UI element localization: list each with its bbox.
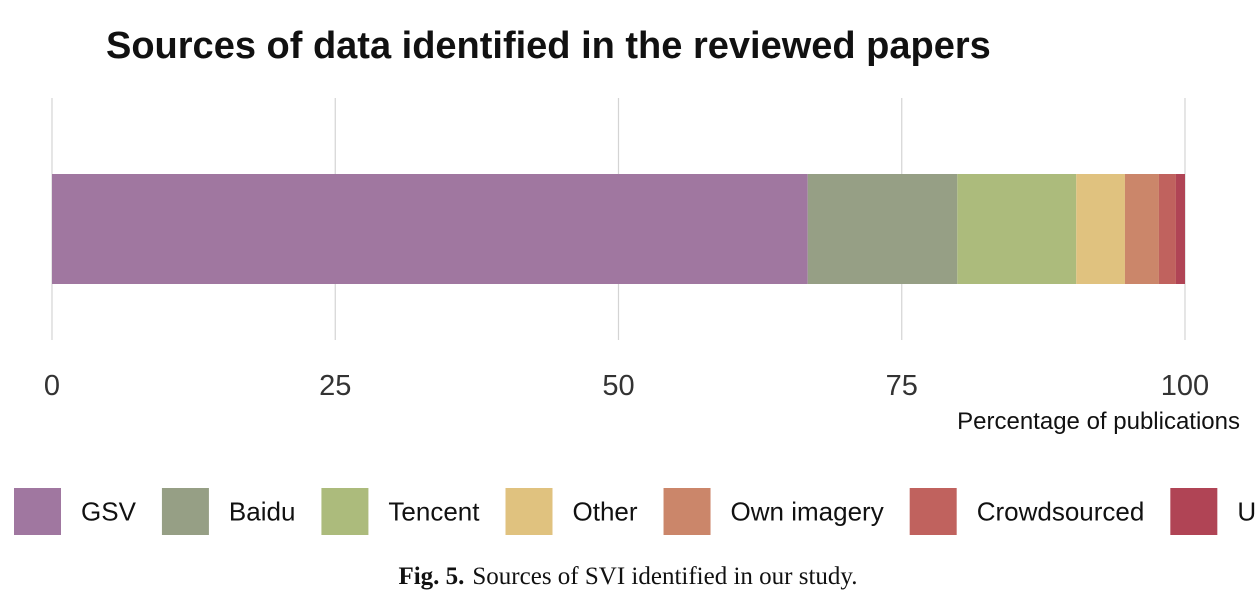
legend-label: Baidu — [229, 497, 296, 527]
bar-segments — [52, 174, 1185, 284]
figure-caption: Fig. 5. Sources of SVI identified in our … — [0, 563, 1256, 591]
bar-segment-unknown — [1175, 174, 1185, 284]
legend-label: Crowdsourced — [977, 497, 1145, 527]
legend: GSV Baidu Tencent Other Own imagery Crowdsour… — [14, 488, 1256, 535]
legend-swatch — [161, 488, 209, 535]
bar-segment-crowdsourced — [1158, 174, 1176, 284]
legend-label: Own imagery — [731, 497, 884, 527]
bar-segment-gsv — [52, 174, 808, 284]
x-tick-labels: 0 25 50 75 100 — [44, 370, 1209, 402]
x-tick-label: 0 — [44, 370, 60, 402]
legend-label: Unknown — [1237, 497, 1256, 527]
legend-swatch — [505, 488, 553, 535]
bar-segment-tencent — [957, 174, 1077, 284]
legend-swatch — [321, 488, 369, 535]
stacked-bar-chart: Sources of data identified in the review… — [14, 25, 1256, 535]
legend-label: GSV — [81, 497, 137, 527]
legend-swatch — [1170, 488, 1218, 535]
legend-label: Other — [573, 497, 638, 527]
figure-caption-label: Fig. 5. — [398, 563, 465, 590]
x-axis-label: Percentage of publications — [957, 408, 1240, 435]
bar-segment-other — [1076, 174, 1125, 284]
legend-swatch — [663, 488, 711, 535]
legend-label: Tencent — [388, 497, 480, 527]
bar-segment-own-imagery — [1124, 174, 1159, 284]
legend-swatch — [909, 488, 957, 535]
legend-swatch — [14, 488, 61, 535]
bar-segment-baidu — [807, 174, 958, 284]
x-tick-label: 25 — [319, 370, 351, 402]
chart-title: Sources of data identified in the review… — [106, 25, 991, 67]
x-tick-label: 75 — [886, 370, 918, 402]
x-tick-label: 100 — [1161, 370, 1209, 402]
figure-caption-text: Sources of SVI identified in our study. — [472, 563, 858, 590]
x-tick-label: 50 — [602, 370, 634, 402]
